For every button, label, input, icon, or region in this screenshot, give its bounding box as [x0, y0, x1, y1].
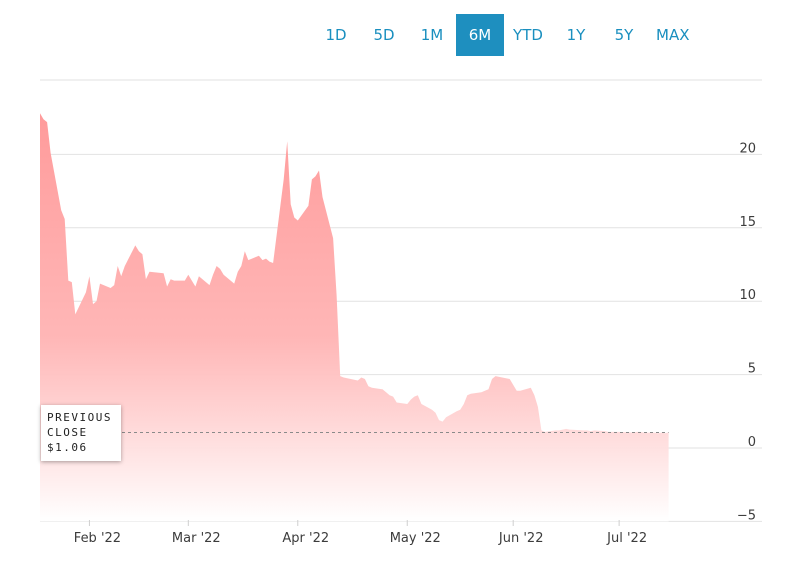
y-tick-label: 5 — [748, 362, 756, 377]
range-1d-button[interactable]: 1D — [325, 26, 347, 44]
range-selector: 1D 5D 1M 6M YTD 1Y 5Y MAX — [312, 14, 697, 56]
range-5y-button[interactable]: 5Y — [614, 26, 634, 44]
price-area — [40, 113, 669, 522]
range-1m-button[interactable]: 1M — [420, 26, 444, 44]
x-tick-label: Apr '22 — [282, 531, 329, 546]
x-tick-label: Jul '22 — [606, 531, 647, 546]
previous-close-value: $1.06 — [47, 441, 88, 454]
y-tick-label: −5 — [737, 508, 756, 523]
x-axis: Feb '22 Mar '22 Apr '22 May '22 Jun '22 Jul '… — [74, 520, 647, 546]
x-tick-label: Mar '22 — [172, 531, 221, 546]
y-tick-label: 20 — [739, 141, 756, 156]
y-tick-label: 15 — [739, 215, 756, 230]
range-ytd-button[interactable]: YTD — [513, 26, 543, 44]
x-tick-label: May '22 — [390, 531, 441, 546]
y-tick-label: 0 — [748, 435, 756, 450]
previous-close-label: PREVIOUS CLOSE $1.06 — [41, 405, 121, 461]
range-6m-button[interactable]: 6M — [456, 14, 504, 56]
y-axis: −5 0 5 10 15 20 — [737, 141, 756, 523]
range-max-button[interactable]: MAX — [656, 26, 690, 44]
x-tick-label: Jun '22 — [498, 531, 544, 546]
previous-close-line1: PREVIOUS — [47, 411, 112, 424]
y-tick-label: 10 — [739, 288, 756, 303]
x-tick-label: Feb '22 — [74, 531, 121, 546]
range-1y-button[interactable]: 1Y — [566, 26, 586, 44]
previous-close-line2: CLOSE — [47, 426, 88, 439]
range-5d-button[interactable]: 5D — [373, 26, 395, 44]
